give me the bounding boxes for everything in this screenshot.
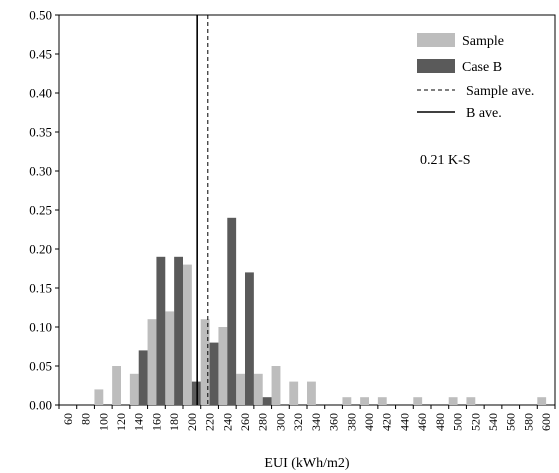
bar-case-b-260: [245, 272, 254, 405]
bar-case-b-160: [156, 256, 166, 405]
x-tick-label: 380: [344, 413, 358, 431]
bar-sample-300: [271, 366, 281, 405]
bar-sample-120: [112, 366, 121, 405]
bar-case-b-180: [174, 256, 183, 405]
legend-label-case-b: Case B: [462, 60, 502, 75]
x-tick-label: 280: [256, 413, 270, 431]
bars-layer: [94, 217, 547, 405]
x-tick-label: 60: [61, 413, 75, 425]
x-tick-label: 500: [451, 413, 465, 431]
ks-annotation: 0.21 K-S: [420, 153, 471, 168]
legend-swatch-case-b: [417, 59, 455, 73]
bar-sample-380: [342, 397, 352, 405]
bar-sample-400: [360, 397, 369, 405]
y-tick-label: 0.10: [29, 320, 52, 335]
x-tick-label: 120: [114, 413, 128, 431]
bar-case-b-280: [262, 397, 272, 405]
x-tick-label: 420: [380, 413, 394, 431]
x-tick-label: 520: [468, 413, 482, 431]
x-tick-label: 360: [327, 413, 341, 431]
bar-case-b-140: [138, 350, 148, 405]
x-tick-label: 100: [96, 413, 110, 431]
bar-sample-320: [289, 381, 299, 405]
x-tick-label: 160: [149, 413, 163, 431]
y-tick-label: 0.35: [29, 125, 52, 140]
bar-sample-140: [129, 373, 139, 405]
x-tick-label: 320: [291, 413, 305, 431]
y-tick-label: 0.00: [29, 398, 52, 413]
legend-swatch-sample: [417, 33, 455, 47]
legend: Sample Case B Sample ave. B ave.: [417, 33, 534, 121]
x-tick-label: 460: [415, 413, 429, 431]
bar-sample-280: [253, 373, 263, 405]
x-axis-title: EUI (kWh/m2): [264, 456, 349, 471]
x-tick-label: 600: [539, 413, 553, 431]
y-tick-label: 0.20: [29, 242, 52, 257]
x-tick-label: 180: [167, 413, 181, 431]
y-tick-label: 0.40: [29, 86, 52, 101]
x-tick-label: 140: [132, 413, 146, 431]
legend-label-sample-ave: Sample ave.: [466, 84, 534, 99]
bar-case-b-200: [191, 381, 201, 405]
reference-lines-layer: [196, 15, 209, 405]
x-tick-label: 480: [433, 413, 447, 431]
bar-sample-260: [236, 373, 245, 405]
x-tick-label: 340: [309, 413, 323, 431]
y-axis: 0.00 0.05 0.10 0.15 0.20 0.25 0.30 0.35 0.40 0.45…: [29, 8, 59, 413]
x-tick-label: 540: [486, 413, 500, 431]
bar-sample-520: [466, 397, 476, 405]
legend-label-sample: Sample: [462, 34, 504, 49]
bar-sample-460: [413, 397, 423, 405]
y-tick-label: 0.50: [29, 8, 52, 23]
bar-sample-240: [218, 327, 228, 405]
bar-sample-500: [448, 397, 458, 405]
bar-sample-160: [147, 319, 157, 405]
bar-sample-340: [307, 381, 316, 405]
y-tick-label: 0.05: [29, 359, 52, 374]
bar-sample-200: [183, 264, 192, 405]
bar-sample-180: [165, 311, 175, 405]
y-tick-label: 0.25: [29, 203, 52, 218]
x-tick-label: 400: [362, 413, 376, 431]
x-tick-label: 560: [504, 413, 518, 431]
bar-sample-100: [94, 389, 104, 405]
bar-sample-220: [200, 319, 210, 405]
bar-sample-420: [377, 397, 387, 405]
x-tick-label: 260: [238, 413, 252, 431]
bar-sample-600: [537, 397, 547, 405]
bar-case-b-220: [209, 342, 219, 405]
x-tick-label: 80: [79, 413, 93, 425]
y-tick-label: 0.45: [29, 47, 52, 62]
x-axis: 60 80 100 120 140 160 180 200 220 240 260 280 300 320…: [58, 405, 556, 431]
x-tick-label: 440: [397, 413, 411, 431]
y-tick-label: 0.15: [29, 281, 52, 296]
x-tick-label: 580: [521, 413, 535, 431]
bar-case-b-240: [227, 217, 237, 405]
x-tick-label: 300: [273, 413, 287, 431]
x-tick-label: 240: [220, 413, 234, 431]
x-tick-label: 200: [185, 413, 199, 431]
x-tick-label: 220: [203, 413, 217, 431]
legend-label-b-ave: B ave.: [466, 106, 502, 121]
y-tick-label: 0.30: [29, 164, 52, 179]
